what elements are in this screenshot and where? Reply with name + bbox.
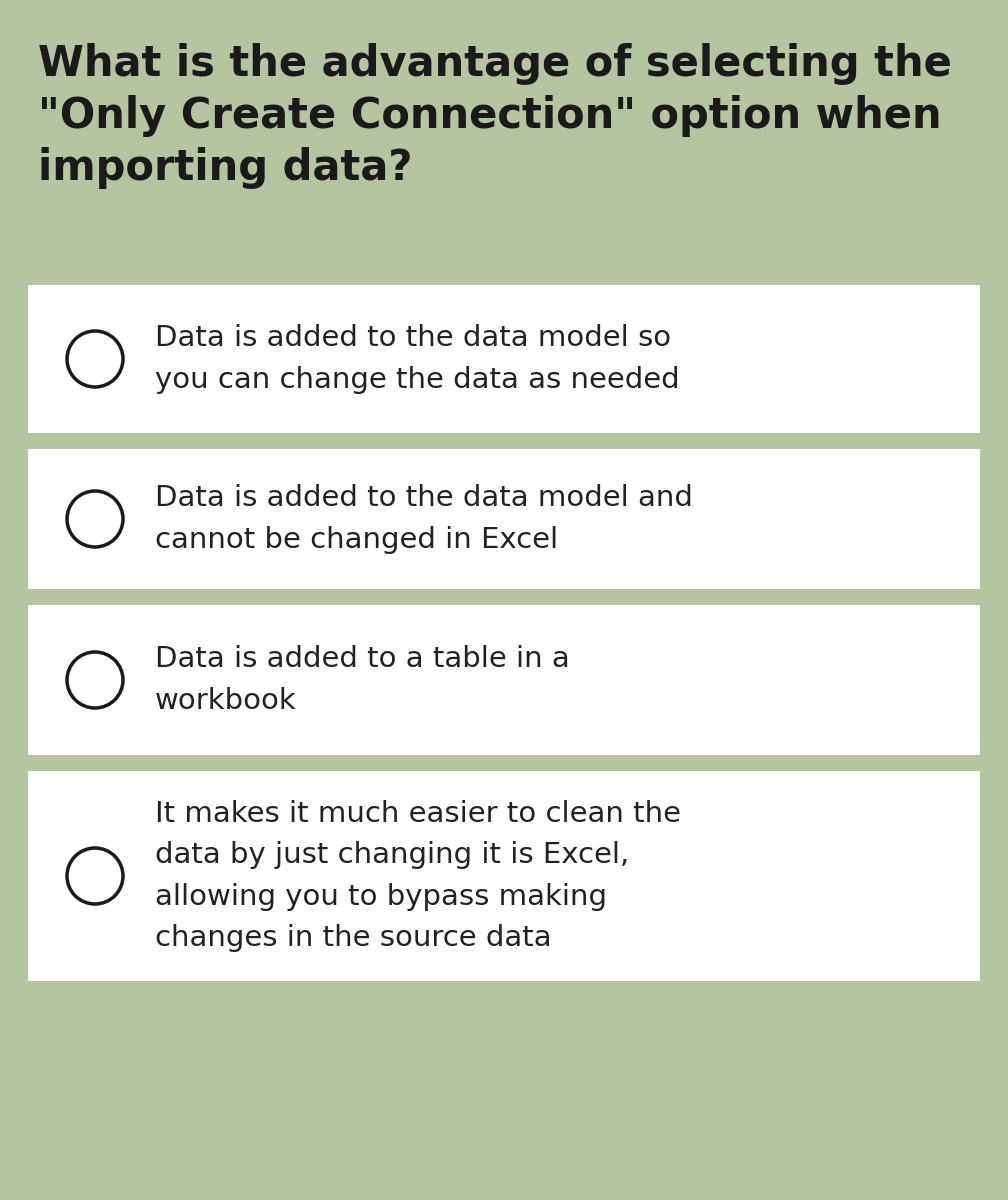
Text: importing data?: importing data? [38,146,412,188]
FancyBboxPatch shape [28,770,980,982]
Text: Data is added to the data model and
cannot be changed in Excel: Data is added to the data model and cann… [155,485,692,553]
FancyBboxPatch shape [28,449,980,589]
Text: "Only Create Connection" option when: "Only Create Connection" option when [38,95,941,137]
Text: Data is added to a table in a
workbook: Data is added to a table in a workbook [155,646,570,714]
Text: It makes it much easier to clean the
data by just changing it is Excel,
allowing: It makes it much easier to clean the dat… [155,800,681,952]
Text: Data is added to the data model so
you can change the data as needed: Data is added to the data model so you c… [155,324,679,394]
FancyBboxPatch shape [28,605,980,755]
Text: What is the advantage of selecting the: What is the advantage of selecting the [38,43,952,85]
FancyBboxPatch shape [28,284,980,433]
